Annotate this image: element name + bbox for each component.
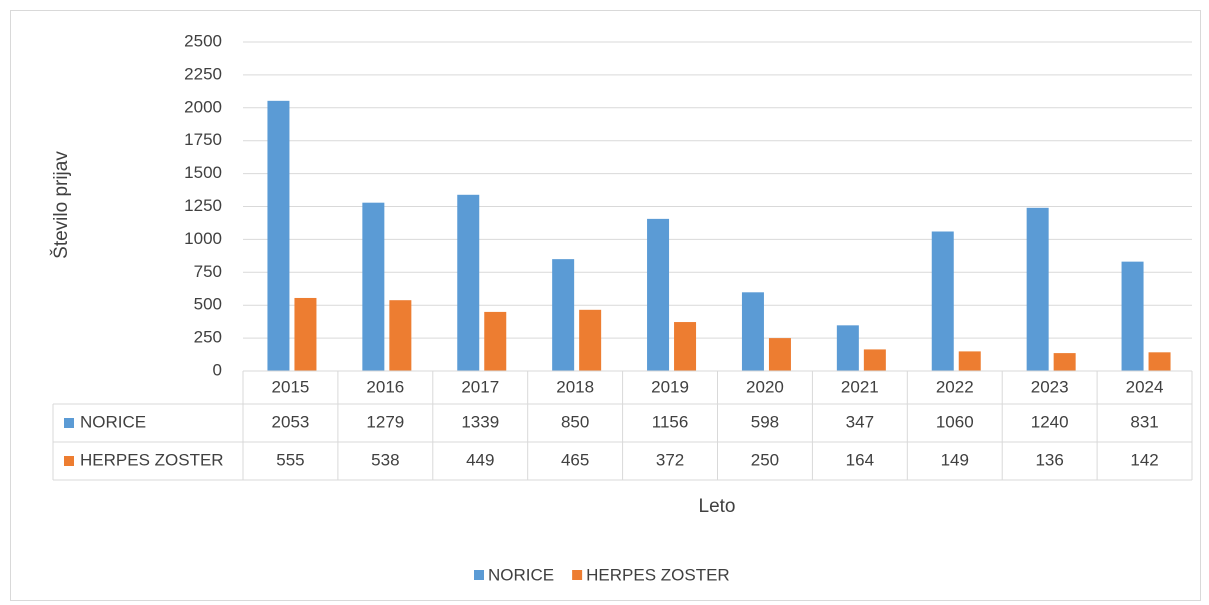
bar (958, 351, 981, 371)
table-value: 465 (561, 450, 589, 469)
legend-label: NORICE (488, 565, 554, 584)
table-value: 2053 (272, 412, 310, 431)
table-value: 164 (846, 450, 874, 469)
table-value: 850 (561, 412, 589, 431)
bar (1121, 261, 1144, 371)
x-tick-label: 2016 (366, 377, 404, 396)
bar (863, 349, 886, 371)
table-value: 250 (751, 450, 779, 469)
table-value: 1060 (936, 412, 974, 431)
legend-key (572, 570, 583, 580)
x-tick-label: 2017 (461, 377, 499, 396)
table-value: 1339 (461, 412, 499, 431)
table-value: 372 (656, 450, 684, 469)
table-value: 538 (371, 450, 399, 469)
bar (362, 202, 385, 371)
x-axis-label: Leto (699, 496, 736, 517)
bar (294, 297, 317, 371)
table-value: 449 (466, 450, 494, 469)
bar (389, 300, 412, 371)
table-value: 1240 (1031, 412, 1069, 431)
x-tick-label: 2023 (1031, 377, 1069, 396)
bar (552, 259, 575, 371)
bar (836, 325, 859, 371)
table-value: 1156 (652, 412, 689, 431)
bar (1026, 207, 1049, 371)
y-tick-label: 750 (194, 262, 222, 281)
bar (267, 100, 290, 372)
table-value: 598 (751, 412, 779, 431)
table-value: 1279 (366, 412, 404, 431)
y-tick-label: 250 (194, 328, 222, 347)
table-value: 149 (941, 450, 969, 469)
y-tick-label: 1250 (184, 196, 222, 215)
bar (647, 218, 670, 371)
x-tick-label: 2024 (1126, 377, 1164, 396)
legend-key (474, 570, 484, 580)
x-tick-label: 2015 (272, 377, 310, 396)
y-tick-label: 2000 (184, 97, 222, 116)
x-tick-label: 2021 (841, 377, 879, 396)
table-value: 142 (1130, 450, 1158, 469)
bar (931, 231, 954, 371)
table-value: 347 (846, 412, 874, 431)
x-tick-label: 2019 (651, 377, 689, 396)
bar (1053, 353, 1076, 371)
table-row-label: NORICE (80, 412, 146, 431)
x-tick-label: 2018 (556, 377, 594, 396)
bar (484, 311, 507, 371)
table-value: 555 (276, 450, 304, 469)
table-legend-key (64, 456, 74, 466)
table-row-label: HERPES ZOSTER (80, 450, 224, 469)
bar (579, 309, 602, 371)
y-tick-label: 2500 (184, 31, 222, 50)
bar (768, 338, 791, 371)
bar (741, 292, 764, 371)
y-tick-label: 0 (213, 360, 222, 379)
legend-label: HERPES ZOSTER (586, 565, 730, 584)
y-tick-label: 500 (194, 295, 222, 314)
y-tick-label: 1500 (184, 163, 222, 182)
table-value: 136 (1035, 450, 1063, 469)
bar (674, 322, 697, 371)
table-value: 831 (1130, 412, 1158, 431)
x-tick-label: 2020 (746, 377, 784, 396)
y-tick-label: 2250 (184, 64, 222, 83)
table-legend-key (64, 418, 74, 428)
x-tick-label: 2022 (936, 377, 974, 396)
y-tick-label: 1000 (184, 229, 222, 248)
y-axis-label: Število prijav (50, 151, 72, 259)
bar (1148, 352, 1171, 371)
y-tick-label: 1750 (184, 130, 222, 149)
bar (457, 194, 480, 371)
